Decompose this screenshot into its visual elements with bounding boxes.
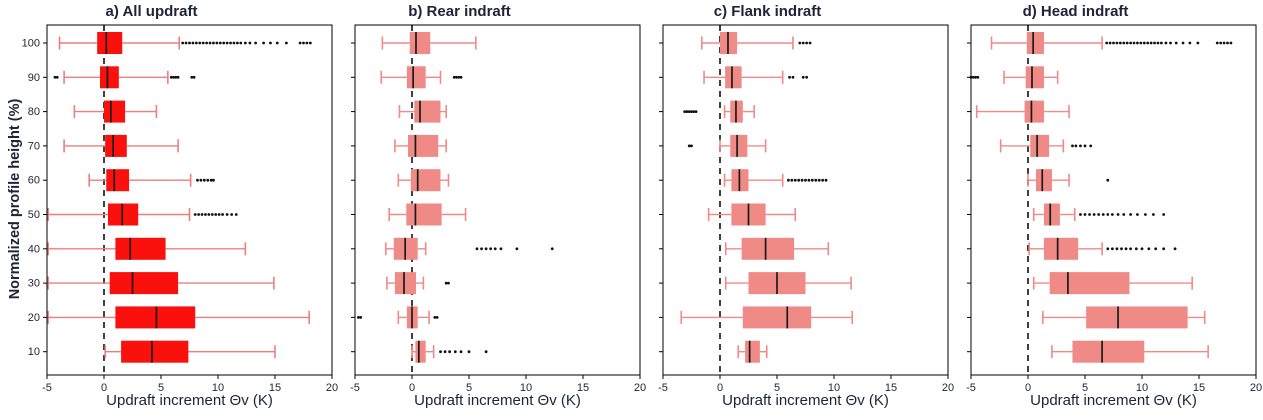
svg-text:10: 10 — [28, 346, 40, 358]
svg-text:-5: -5 — [966, 382, 976, 394]
svg-text:0: 0 — [409, 382, 415, 394]
svg-text:0: 0 — [717, 382, 723, 394]
svg-text:15: 15 — [1193, 382, 1205, 394]
x-axis-label-c: Updraft increment Θv (K) — [722, 392, 889, 409]
svg-text:0: 0 — [101, 382, 107, 394]
svg-text:20: 20 — [28, 312, 40, 324]
svg-text:15: 15 — [577, 382, 589, 394]
svg-text:10: 10 — [212, 382, 224, 394]
svg-text:10: 10 — [828, 382, 840, 394]
svg-text:5: 5 — [774, 382, 780, 394]
svg-text:-5: -5 — [658, 382, 668, 394]
svg-text:5: 5 — [1082, 382, 1088, 394]
svg-text:80: 80 — [28, 106, 40, 118]
svg-text:60: 60 — [28, 175, 40, 187]
svg-text:10: 10 — [1136, 382, 1148, 394]
svg-text:5: 5 — [466, 382, 472, 394]
svg-text:-5: -5 — [350, 382, 360, 394]
svg-text:20: 20 — [326, 382, 338, 394]
svg-text:30: 30 — [28, 278, 40, 290]
x-axis-label-d: Updraft increment Θv (K) — [1030, 392, 1197, 409]
svg-text:0: 0 — [1025, 382, 1031, 394]
panel-title-b: b) Rear indraft — [408, 3, 511, 20]
svg-text:15: 15 — [885, 382, 897, 394]
svg-text:100: 100 — [22, 38, 40, 50]
panel-title-d: d) Head indraft — [1022, 3, 1129, 20]
x-axis-label-a: Updraft increment Θv (K) — [106, 392, 273, 409]
panel-title-a: a) All updraft — [105, 3, 198, 20]
svg-text:-5: -5 — [42, 382, 52, 394]
svg-text:10: 10 — [520, 382, 532, 394]
x-axis-label-b: Updraft increment Θv (K) — [414, 392, 581, 409]
svg-text:90: 90 — [28, 72, 40, 84]
svg-text:5: 5 — [158, 382, 164, 394]
svg-text:40: 40 — [28, 243, 40, 255]
svg-text:20: 20 — [634, 382, 646, 394]
svg-text:15: 15 — [269, 382, 281, 394]
svg-text:70: 70 — [28, 140, 40, 152]
panel-title-c: c) Flank indraft — [713, 3, 822, 20]
svg-text:20: 20 — [942, 382, 954, 394]
svg-text:20: 20 — [1250, 382, 1262, 394]
svg-text:50: 50 — [28, 209, 40, 221]
